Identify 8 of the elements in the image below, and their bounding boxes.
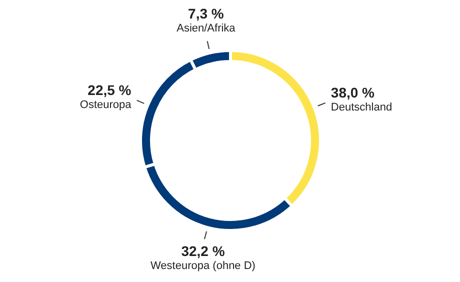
data-label: 32,2 % (181, 242, 226, 259)
data-label: 38,0 % (330, 84, 376, 101)
slice-label: Osteuropa (80, 98, 132, 111)
slice-label: Asien/Afrika (176, 22, 236, 34)
data-label: 22,5 % (88, 82, 132, 98)
slice-label: Deutschland (330, 102, 392, 114)
slice-label: Westeuropa (ohne D) (150, 260, 256, 272)
data-label: 7,3 % (188, 5, 224, 22)
